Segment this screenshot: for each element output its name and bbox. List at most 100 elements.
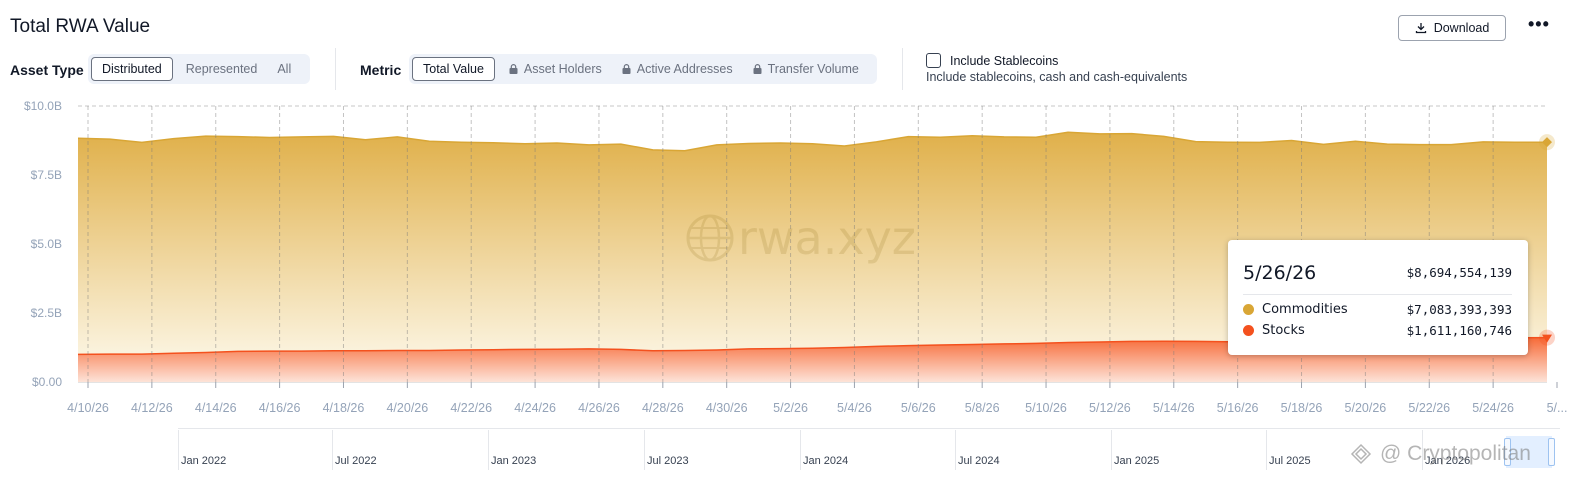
metric-option-total-value[interactable]: Total Value	[412, 57, 495, 81]
x-tick-label: 5/8/26	[965, 401, 1000, 415]
stocks-area	[78, 337, 1547, 382]
navigator-tick	[800, 430, 801, 470]
y-tick-label: $0.00	[32, 375, 62, 389]
x-tick-label: 4/18/26	[323, 401, 365, 415]
x-tick-label: 5/14/26	[1153, 401, 1195, 415]
navigator-label: Jan 2025	[1114, 455, 1160, 467]
navigator-label: Jan 2026	[1425, 455, 1471, 467]
globe-icon	[686, 214, 734, 262]
navigator-label: Jul 2023	[647, 455, 689, 467]
x-tick-label: 5/12/26	[1089, 401, 1131, 415]
lock-icon	[622, 64, 631, 74]
commodities-line	[77, 131, 1547, 152]
navigator-label: Jan 2023	[491, 455, 537, 467]
x-tick-label: 5/2/26	[773, 401, 808, 415]
navigator-tick	[1111, 430, 1112, 470]
marker-layer	[1539, 134, 1555, 346]
include-stablecoins-description: Include stablecoins, cash and cash-equiv…	[926, 70, 1188, 84]
x-tick-label: 5/...	[1547, 401, 1568, 415]
x-tick-label: 4/22/26	[450, 401, 492, 415]
download-icon	[1415, 23, 1426, 34]
time-navigator[interactable]	[178, 428, 1560, 470]
x-tick-label: 5/10/26	[1025, 401, 1067, 415]
y-tick-label: $10.0B	[24, 99, 62, 113]
metric-option-label: Transfer Volume	[767, 62, 859, 76]
commodities-area	[78, 132, 1547, 355]
rwa-area-chart[interactable]: rwa.xyz $0.00 $2.5B $5.0B $7.5B $10.0B 4/10/2…	[0, 90, 1586, 426]
y-tick-label: $2.5B	[31, 306, 62, 320]
stocks-dot-icon	[1243, 324, 1254, 336]
x-tick-label: 4/30/26	[706, 401, 748, 415]
tooltip-divider	[1243, 294, 1512, 295]
asset-type-option-represented[interactable]: Represented	[185, 62, 258, 76]
x-tick-label: 4/16/26	[259, 401, 301, 415]
x-tick-label: 4/28/26	[642, 401, 684, 415]
navigator-tick	[1266, 430, 1267, 470]
navigator-left-handle[interactable]	[1504, 438, 1511, 466]
chart-watermark: rwa.xyz	[686, 211, 916, 265]
filter-divider	[335, 48, 336, 90]
commodities-marker	[1542, 137, 1552, 148]
axis-layer: $0.00 $2.5B $5.0B $7.5B $10.0B 4/10/26 4/12/26…	[24, 99, 1567, 415]
navigator-tick	[644, 430, 645, 470]
tooltip-date: 5/26/26	[1243, 262, 1317, 284]
x-tick-label: 4/24/26	[514, 401, 556, 415]
y-tick-label: $7.5B	[31, 168, 62, 182]
navigator-label: Jan 2024	[803, 455, 849, 467]
x-tick-label: 5/20/26	[1345, 401, 1387, 415]
tooltip-total: $8,694,554,139	[1406, 265, 1512, 280]
navigator-label: Jan 2022	[181, 455, 227, 467]
download-button[interactable]: Download	[1398, 15, 1506, 41]
asset-type-segmented-control: Distributed Represented All	[88, 54, 310, 84]
x-tick-label: 5/16/26	[1217, 401, 1259, 415]
cryptopolitan-watermark: @ Cryptopolitan	[1350, 442, 1531, 466]
tooltip-row-stocks: Stocks $1,611,160,746	[1243, 321, 1512, 339]
navigator-tick	[955, 430, 956, 470]
y-tick-label: $5.0B	[31, 237, 62, 251]
download-label: Download	[1433, 21, 1490, 35]
x-tick-label: 4/14/26	[195, 401, 237, 415]
page-title: Total RWA Value	[10, 16, 151, 37]
tooltip-series-name: Stocks	[1262, 322, 1305, 338]
lock-icon	[753, 64, 762, 74]
x-tick-label: 5/4/26	[837, 401, 872, 415]
x-tick-label: 5/18/26	[1281, 401, 1323, 415]
x-tick-label: 4/12/26	[131, 401, 173, 415]
include-stablecoins-checkbox[interactable]	[926, 53, 941, 68]
metric-option-label: Asset Holders	[523, 62, 602, 76]
metric-option-transfer-volume[interactable]: Transfer Volume	[743, 57, 869, 81]
navigator-label: Jul 2024	[958, 455, 1000, 467]
metric-option-label: Active Addresses	[636, 62, 733, 76]
tooltip-series-value: $7,083,393,393	[1406, 301, 1512, 317]
metric-label: Metric	[360, 62, 402, 78]
more-options-button[interactable]: •••	[1528, 14, 1550, 34]
tooltip-series-name: Commodities	[1262, 301, 1348, 317]
asset-type-option-distributed[interactable]: Distributed	[91, 57, 173, 81]
asset-type-label: Asset Type	[10, 62, 84, 78]
metric-option-asset-holders[interactable]: Asset Holders	[499, 57, 612, 81]
stocks-marker	[1542, 334, 1552, 343]
metric-option-active-addresses[interactable]: Active Addresses	[612, 57, 743, 81]
vertical-grid-layer	[87, 106, 1494, 382]
navigator-tick	[1422, 430, 1423, 470]
chart-watermark-text: rwa.xyz	[738, 211, 916, 265]
include-stablecoins-label[interactable]: Include Stablecoins	[950, 54, 1059, 68]
x-tick-label: 5/22/26	[1408, 401, 1450, 415]
x-tick-label: 5/24/26	[1472, 401, 1514, 415]
x-tick-label: 4/26/26	[578, 401, 620, 415]
x-tick-label: 5/6/26	[901, 401, 936, 415]
navigator-right-handle[interactable]	[1548, 438, 1555, 466]
asset-type-option-all[interactable]: All	[277, 62, 292, 76]
navigator-label: Jul 2022	[335, 455, 377, 467]
area-layer	[77, 131, 1548, 382]
navigator-tick	[488, 430, 489, 470]
cryptopolitan-logo-icon	[1350, 443, 1372, 465]
navigator-label: Jul 2025	[1269, 455, 1311, 467]
x-tick-label: 4/10/26	[67, 401, 109, 415]
navigator-tick	[178, 430, 179, 470]
metric-segmented-control: Total Value Asset Holders Active Address…	[409, 54, 877, 84]
navigator-selected-range[interactable]	[1506, 436, 1552, 468]
lock-icon	[509, 64, 518, 74]
tooltip-series-value: $1,611,160,746	[1406, 322, 1512, 338]
tooltip-row-commodities: Commodities $7,083,393,393	[1243, 300, 1512, 318]
